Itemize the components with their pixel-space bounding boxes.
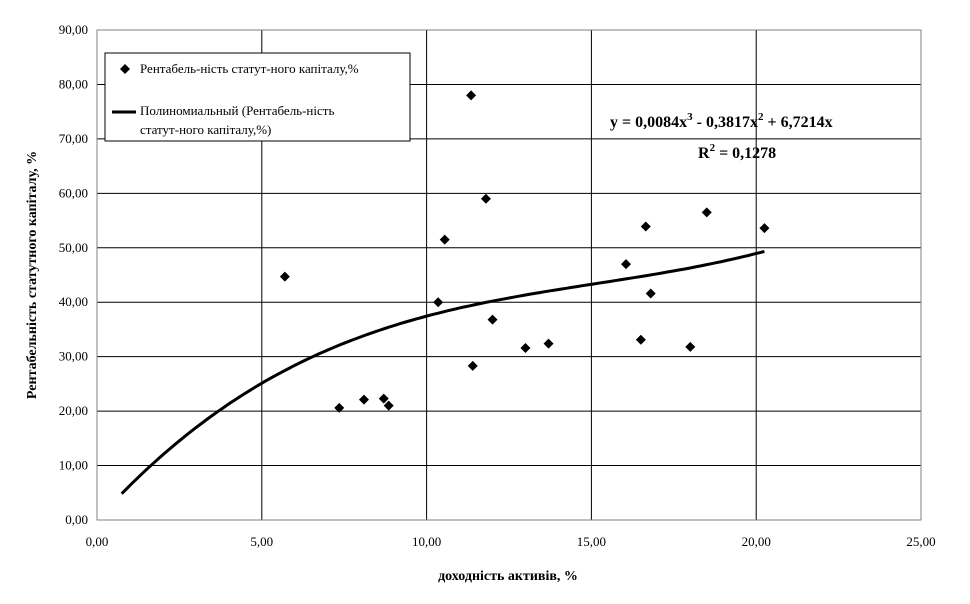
data-point (487, 314, 498, 325)
data-point (480, 193, 491, 204)
data-point (466, 90, 477, 101)
legend-label-trendline-line2: статут-ного капіталу,%) (140, 122, 271, 137)
y-tick-label: 90,00 (59, 22, 88, 37)
y-tick-label: 80,00 (59, 76, 88, 91)
y-tick-label: 30,00 (59, 349, 88, 364)
data-point (334, 402, 345, 413)
legend-box (104, 52, 411, 142)
y-tick-label: 0,00 (65, 512, 88, 527)
legend-label-trendline-line1: Полиномиальный (Рентабель-ність (140, 103, 334, 118)
data-point (645, 288, 656, 299)
y-tick-label: 20,00 (59, 403, 88, 418)
x-tick-label: 10,00 (412, 534, 441, 549)
y-tick-label: 40,00 (59, 294, 88, 309)
r-squared-r: R (698, 145, 710, 162)
y-tick-label: 60,00 (59, 185, 88, 200)
data-point (701, 207, 712, 218)
data-point (543, 338, 554, 349)
data-point (685, 341, 696, 352)
scatter-points (279, 90, 770, 413)
data-point (759, 223, 770, 234)
plot-area-frame (96, 29, 922, 521)
data-point (640, 221, 651, 232)
data-point (358, 394, 369, 405)
data-point (378, 393, 389, 404)
data-point (467, 360, 478, 371)
x-tick-label: 25,00 (906, 534, 935, 549)
x-axis-tick-labels: 0,00 5,00 10,00 15,00 20,00 25,00 (86, 534, 936, 549)
legend-label-trendline: Полиномиальный (Рентабель-ність статут-н… (140, 103, 338, 137)
r-squared: R2 = 0,1278 (698, 142, 776, 162)
equation-part-2: - 0,3817x (693, 114, 758, 131)
data-point (635, 334, 646, 345)
data-point (439, 234, 450, 245)
x-tick-label: 5,00 (250, 534, 273, 549)
equation-part-1: y = 0,0084x (610, 114, 687, 131)
y-axis-tick-labels: 0,00 10,00 20,00 30,00 40,00 50,00 60,00 70,00 8… (59, 22, 88, 527)
polynomial-trendline (120, 249, 765, 495)
equation-exponent-2: 2 (758, 111, 764, 123)
y-tick-label: 10,00 (59, 458, 88, 473)
x-axis-title: доходність активів, % (438, 569, 578, 584)
r-squared-exponent: 2 (710, 142, 716, 154)
legend-diamond-marker (120, 64, 130, 74)
y-axis-title: Рентабельність статутного капіталу, % (25, 151, 40, 399)
data-point (520, 342, 531, 353)
y-tick-label: 70,00 (59, 131, 88, 146)
x-tick-label: 15,00 (577, 534, 606, 549)
x-tick-label: 20,00 (742, 534, 771, 549)
x-tick-label: 0,00 (86, 534, 109, 549)
r-squared-value: = 0,1278 (715, 145, 776, 162)
data-point (279, 271, 290, 282)
data-point (433, 297, 444, 308)
trendline-equation: y = 0,0084x3 - 0,3817x2 + 6,7214x (610, 111, 833, 131)
data-point (383, 400, 394, 411)
equation-exponent-3: 3 (687, 111, 693, 123)
data-point (621, 259, 632, 270)
y-tick-label: 50,00 (59, 240, 88, 255)
equation-part-3: + 6,7214x (763, 114, 832, 131)
legend: Рентабель-ність статут-ного капіталу,% П… (104, 52, 411, 142)
legend-label-scatter: Рентабель-ність статут-ного капіталу,% (140, 61, 359, 76)
